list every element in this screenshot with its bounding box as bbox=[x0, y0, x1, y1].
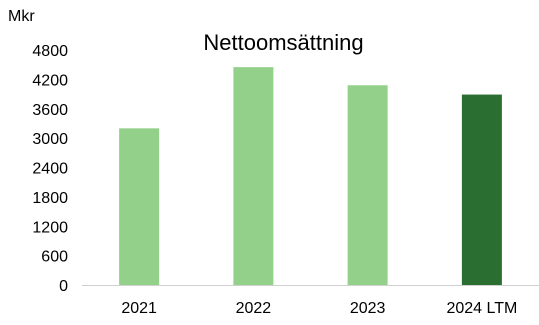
x-tick-label: 2022 bbox=[236, 300, 272, 317]
y-tick-label: 1200 bbox=[32, 219, 68, 236]
x-tick-label: 2021 bbox=[121, 300, 157, 317]
y-tick-label: 4200 bbox=[32, 72, 68, 89]
x-tick-label: 2023 bbox=[350, 300, 386, 317]
chart-title: Nettoomsättning bbox=[203, 30, 364, 55]
y-tick-label: 4800 bbox=[32, 43, 68, 60]
y-tick-label: 1800 bbox=[32, 190, 68, 207]
y-tick-label: 2400 bbox=[32, 161, 68, 178]
bar-2023 bbox=[347, 85, 388, 285]
bar-2022 bbox=[233, 67, 274, 286]
bar-2024-ltm bbox=[461, 94, 502, 285]
y-tick-label: 3000 bbox=[32, 131, 68, 148]
y-tick-label: 600 bbox=[41, 249, 68, 266]
x-tick-label: 2024 LTM bbox=[446, 300, 517, 317]
y-tick-label: 0 bbox=[59, 278, 68, 295]
y-tick-label: 3600 bbox=[32, 102, 68, 119]
y-axis-unit-label: Mkr bbox=[8, 8, 35, 25]
bar-2021 bbox=[119, 128, 160, 285]
